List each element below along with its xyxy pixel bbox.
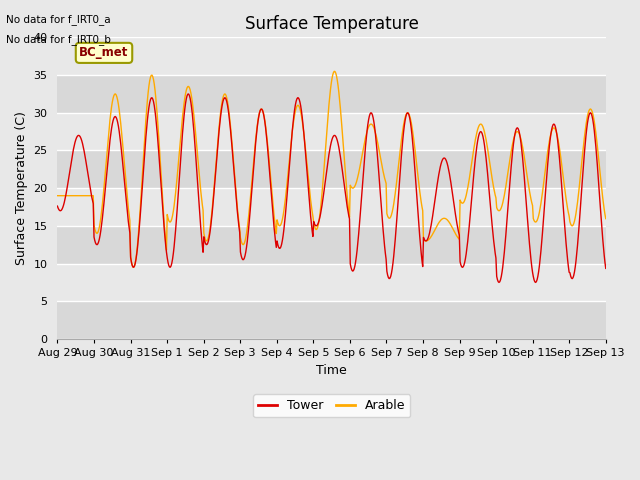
Bar — [58, 226, 605, 264]
Legend: Tower, Arable: Tower, Arable — [253, 394, 410, 417]
Bar — [58, 37, 605, 75]
Bar — [58, 301, 605, 339]
X-axis label: Time: Time — [316, 363, 347, 376]
Text: No data for f_IRT0_a: No data for f_IRT0_a — [6, 14, 111, 25]
Text: BC_met: BC_met — [79, 47, 129, 60]
Bar — [58, 150, 605, 188]
Title: Surface Temperature: Surface Temperature — [244, 15, 419, 33]
Bar — [58, 113, 605, 150]
Text: No data for f_IRT0_b: No data for f_IRT0_b — [6, 34, 111, 45]
Y-axis label: Surface Temperature (C): Surface Temperature (C) — [15, 111, 28, 265]
Bar — [58, 75, 605, 113]
Bar — [58, 188, 605, 226]
Bar — [58, 264, 605, 301]
